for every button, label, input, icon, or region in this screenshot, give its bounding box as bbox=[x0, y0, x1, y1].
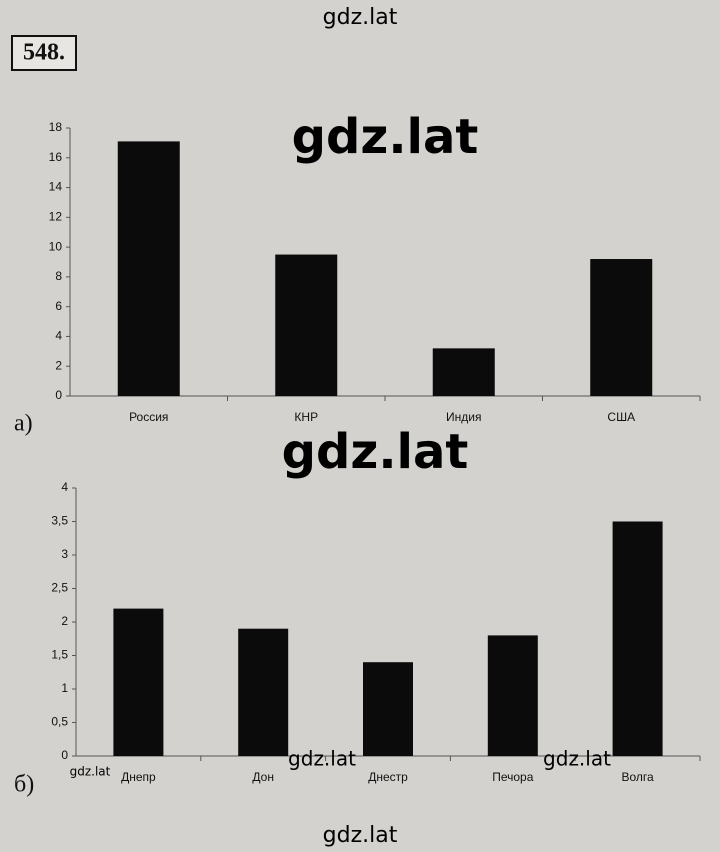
y-tick-label: 2 bbox=[55, 358, 62, 372]
y-tick-label: 4 bbox=[61, 480, 68, 494]
x-tick-label: Россия bbox=[129, 410, 168, 424]
x-tick-label: Днестр bbox=[368, 770, 408, 784]
y-tick-label: 1,5 bbox=[51, 648, 68, 662]
bar bbox=[432, 348, 495, 396]
x-tick-label: Волга bbox=[621, 770, 654, 784]
bar bbox=[612, 521, 663, 756]
y-tick-label: 0 bbox=[55, 388, 62, 402]
watermark: gdz.lat bbox=[323, 823, 398, 848]
y-tick-label: 6 bbox=[55, 299, 62, 313]
number-box bbox=[11, 35, 77, 71]
y-tick-label: 16 bbox=[49, 150, 63, 164]
y-tick-label: 3 bbox=[61, 547, 68, 561]
bar bbox=[275, 254, 338, 396]
watermark: gdz.lat bbox=[323, 5, 398, 30]
y-tick-label: 0,5 bbox=[51, 715, 68, 729]
watermark: gdz.lat bbox=[70, 765, 111, 779]
y-tick-label: 8 bbox=[55, 269, 62, 283]
y-tick-label: 10 bbox=[49, 239, 63, 253]
x-tick-label: КНР bbox=[294, 410, 318, 424]
y-tick-label: 3,5 bbox=[51, 514, 68, 528]
x-tick-label: Печора bbox=[492, 770, 534, 784]
x-tick-label: Днепр bbox=[121, 770, 156, 784]
bar bbox=[363, 662, 413, 756]
bar bbox=[238, 628, 289, 756]
watermark: gdz.lat bbox=[288, 747, 356, 771]
x-tick-label: Индия bbox=[446, 410, 481, 424]
y-tick-label: 18 bbox=[49, 120, 63, 134]
bar bbox=[113, 608, 164, 756]
chart-label: б) bbox=[14, 772, 34, 798]
problem-number: 548. bbox=[23, 40, 65, 66]
y-tick-label: 12 bbox=[49, 210, 63, 224]
y-tick-label: 14 bbox=[49, 180, 63, 194]
y-tick-label: 2,5 bbox=[51, 581, 68, 595]
y-tick-label: 0 bbox=[61, 748, 68, 762]
watermark: gdz.lat bbox=[292, 109, 479, 165]
watermark: gdz.lat bbox=[543, 747, 611, 771]
y-tick-label: 4 bbox=[55, 329, 62, 343]
bar bbox=[117, 141, 180, 396]
y-tick-label: 1 bbox=[61, 681, 68, 695]
watermark: gdz.lat bbox=[282, 424, 469, 480]
x-tick-label: Дон bbox=[252, 770, 274, 784]
x-tick-label: США bbox=[607, 410, 635, 424]
chart-label: а) bbox=[14, 411, 33, 437]
bar bbox=[487, 635, 538, 756]
y-tick-label: 2 bbox=[61, 614, 68, 628]
bar bbox=[590, 259, 653, 396]
